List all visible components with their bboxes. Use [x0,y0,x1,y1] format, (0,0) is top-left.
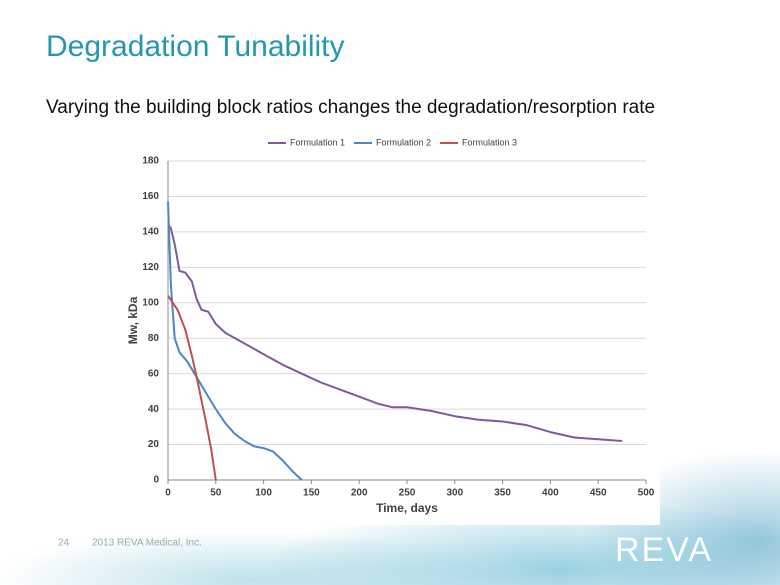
x-tick-label: 450 [590,488,607,499]
x-tick-label: 50 [210,488,222,499]
x-tick-label: 400 [542,488,559,499]
y-tick-label: 160 [142,191,159,202]
y-tick-label: 140 [142,227,159,238]
y-tick-label: 80 [148,333,160,344]
page-number: 24 [58,538,70,549]
series-line [167,224,623,442]
slide-subtitle: Varying the building block ratios change… [46,97,655,118]
y-tick-label: 120 [142,262,159,273]
x-tick-label: 300 [446,488,463,499]
x-tick-label: 0 [165,488,171,499]
x-tick-label: 350 [494,488,511,499]
y-tick-label: 60 [148,368,160,379]
y-tick-label: 40 [148,404,160,415]
y-tick-label: 100 [142,297,159,308]
series-line [167,201,303,481]
x-tick-label: 200 [351,488,368,499]
series-line [167,295,217,481]
legend-label: Formulation 3 [462,137,517,147]
footer: 2013 REVA Medical, Inc. [92,538,202,549]
y-tick-label: 180 [142,156,159,167]
chart-area [117,126,660,525]
y-tick-label: 0 [153,475,159,486]
legend-label: Formulation 1 [290,137,345,147]
legend-label: Formulation 2 [376,137,431,147]
y-tick-label: 20 [148,439,160,450]
x-tick-label: 250 [399,488,416,499]
x-tick-label: 500 [638,488,655,499]
logo: REVA [615,531,713,569]
y-axis-title: Mw, kDa [126,296,140,344]
slide-title: Degradation Tunability [46,30,345,63]
x-tick-label: 100 [255,488,272,499]
x-axis-title: Time, days [376,501,438,515]
x-tick-label: 150 [303,488,320,499]
